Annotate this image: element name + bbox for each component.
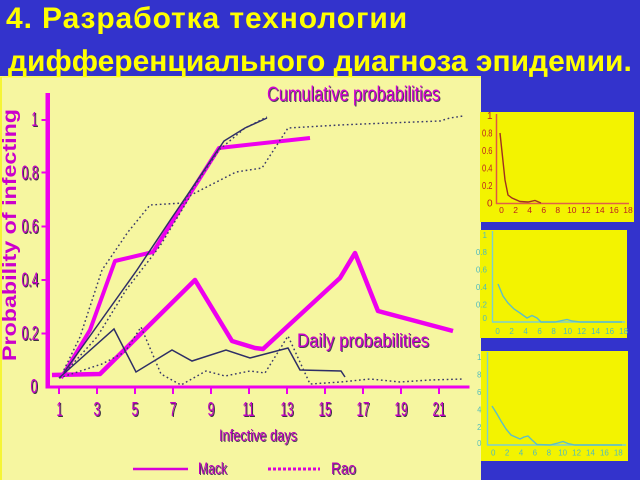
svg-text:3: 3 bbox=[95, 400, 102, 422]
svg-text:18: 18 bbox=[623, 205, 633, 215]
svg-text:16: 16 bbox=[605, 327, 614, 336]
svg-text:5: 5 bbox=[132, 399, 139, 421]
svg-text:10: 10 bbox=[563, 327, 572, 336]
svg-text:12: 12 bbox=[572, 449, 581, 458]
svg-text:Mack: Mack bbox=[199, 460, 228, 479]
svg-text:0: 0 bbox=[477, 439, 482, 448]
svg-text:0: 0 bbox=[32, 377, 39, 399]
svg-text:2: 2 bbox=[513, 205, 518, 215]
svg-text:Infective days: Infective days bbox=[219, 426, 297, 445]
svg-text:9: 9 bbox=[208, 399, 215, 421]
svg-text:5: 5 bbox=[133, 400, 140, 422]
svg-text:10: 10 bbox=[558, 449, 567, 458]
svg-text:1: 1 bbox=[32, 109, 38, 131]
svg-text:16: 16 bbox=[609, 205, 619, 215]
svg-text:Rao: Rao bbox=[332, 460, 357, 479]
svg-text:0: 0 bbox=[491, 449, 496, 458]
svg-text:1: 1 bbox=[483, 231, 488, 240]
svg-text:19: 19 bbox=[396, 400, 409, 422]
svg-text:0: 0 bbox=[499, 205, 504, 215]
svg-text:1: 1 bbox=[58, 400, 64, 422]
svg-text:0.6: 0.6 bbox=[476, 266, 488, 275]
svg-text:14: 14 bbox=[591, 327, 600, 336]
svg-text:0.2: 0.2 bbox=[482, 181, 493, 192]
svg-text:10: 10 bbox=[567, 205, 577, 215]
svg-text:0.2: 0.2 bbox=[470, 423, 482, 432]
svg-text:Cumulative probabilities: Cumulative probabilities bbox=[267, 82, 440, 106]
svg-text:4: 4 bbox=[523, 327, 528, 336]
svg-text:17: 17 bbox=[357, 399, 370, 421]
svg-text:0.4: 0.4 bbox=[470, 406, 482, 415]
svg-text:21: 21 bbox=[434, 400, 447, 422]
svg-text:7: 7 bbox=[171, 400, 178, 422]
svg-text:2: 2 bbox=[505, 449, 510, 458]
svg-text:0: 0 bbox=[31, 376, 38, 398]
svg-text:0.2: 0.2 bbox=[22, 323, 39, 345]
svg-text:8: 8 bbox=[555, 205, 560, 215]
svg-text:14: 14 bbox=[595, 205, 605, 215]
svg-text:Probability of infecting: Probability of infecting bbox=[0, 109, 21, 361]
svg-text:0: 0 bbox=[483, 314, 488, 323]
svg-text:6: 6 bbox=[533, 449, 538, 458]
svg-text:0.2: 0.2 bbox=[23, 324, 40, 346]
svg-text:1: 1 bbox=[477, 353, 482, 362]
svg-text:21: 21 bbox=[433, 399, 446, 421]
svg-text:0.6: 0.6 bbox=[470, 388, 482, 397]
svg-text:0.4: 0.4 bbox=[482, 164, 493, 175]
svg-text:15: 15 bbox=[319, 399, 332, 421]
svg-text:0.2: 0.2 bbox=[476, 301, 488, 310]
svg-text:6: 6 bbox=[541, 205, 546, 215]
svg-text:19: 19 bbox=[395, 399, 408, 421]
svg-text:8: 8 bbox=[551, 327, 556, 336]
svg-text:0.8: 0.8 bbox=[22, 163, 39, 185]
svg-text:14: 14 bbox=[586, 449, 595, 458]
svg-text:6: 6 bbox=[537, 327, 542, 336]
svg-text:0.4: 0.4 bbox=[476, 283, 488, 292]
svg-text:0.4: 0.4 bbox=[23, 271, 40, 293]
svg-text:Daily probabilities: Daily probabilities bbox=[297, 330, 429, 352]
svg-text:0.8: 0.8 bbox=[470, 371, 482, 380]
svg-text:11: 11 bbox=[243, 399, 255, 421]
svg-text:0.4: 0.4 bbox=[22, 270, 39, 292]
svg-text:18: 18 bbox=[619, 327, 628, 336]
svg-text:Rao: Rao bbox=[331, 459, 356, 478]
svg-text:1: 1 bbox=[487, 111, 493, 122]
svg-text:0.6: 0.6 bbox=[482, 146, 493, 157]
svg-text:Daily probabilities: Daily probabilities bbox=[298, 331, 430, 353]
svg-text:9: 9 bbox=[209, 400, 216, 422]
svg-text:0.8: 0.8 bbox=[23, 164, 40, 186]
svg-text:16: 16 bbox=[600, 449, 609, 458]
svg-text:12: 12 bbox=[577, 327, 586, 336]
svg-text:Mack: Mack bbox=[198, 459, 227, 478]
svg-text:7: 7 bbox=[170, 399, 177, 421]
svg-text:Infective days: Infective days bbox=[220, 427, 298, 446]
svg-text:0: 0 bbox=[495, 327, 500, 336]
svg-text:3: 3 bbox=[94, 399, 101, 421]
svg-text:8: 8 bbox=[547, 449, 552, 458]
svg-text:0: 0 bbox=[487, 199, 493, 210]
svg-text:4: 4 bbox=[519, 449, 524, 458]
svg-text:2: 2 bbox=[509, 327, 514, 336]
svg-text:12: 12 bbox=[581, 205, 591, 215]
svg-text:18: 18 bbox=[614, 449, 623, 458]
svg-text:0.6: 0.6 bbox=[22, 216, 39, 238]
svg-text:1: 1 bbox=[57, 399, 63, 421]
svg-text:1: 1 bbox=[33, 110, 39, 132]
svg-text:Cumulative probabilities: Cumulative probabilities bbox=[268, 83, 441, 107]
svg-text:13: 13 bbox=[282, 400, 295, 422]
svg-text:0.8: 0.8 bbox=[476, 248, 488, 257]
svg-text:0.8: 0.8 bbox=[482, 129, 493, 140]
svg-text:17: 17 bbox=[358, 400, 371, 422]
svg-text:13: 13 bbox=[281, 399, 294, 421]
svg-text:15: 15 bbox=[320, 400, 333, 422]
svg-text:11: 11 bbox=[244, 400, 256, 422]
svg-text:0.6: 0.6 bbox=[23, 217, 40, 239]
svg-text:4: 4 bbox=[527, 205, 532, 215]
